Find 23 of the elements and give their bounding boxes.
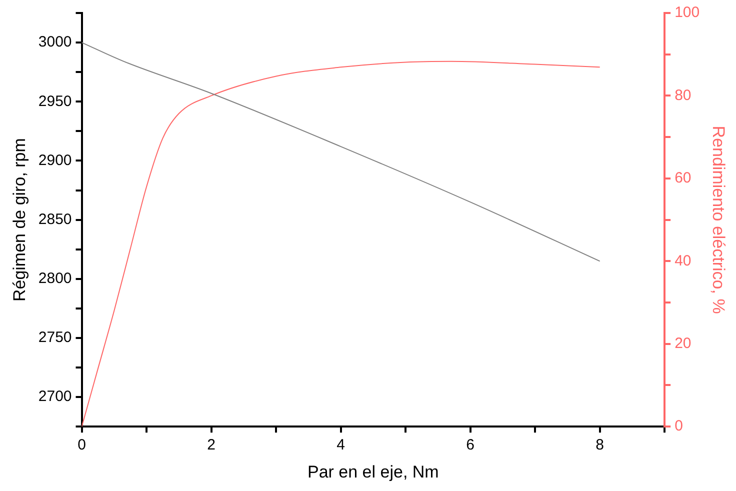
y2-tick-label: 60 (674, 170, 692, 187)
y-tick-label: 2850 (38, 210, 72, 228)
y-tick-label: 2700 (38, 388, 72, 406)
line-series (82, 42, 600, 262)
y-tick-label: 2900 (38, 152, 72, 169)
y2-tick-label: 40 (674, 252, 692, 270)
x-tick-label: 6 (466, 436, 474, 454)
y2-tick-label: 0 (674, 418, 683, 435)
y2-tick-label: 100 (674, 4, 700, 22)
y2-tick-label: 80 (674, 86, 692, 104)
x-tick-label: 2 (207, 436, 216, 454)
y-tick-label: 2750 (38, 329, 72, 346)
y-tick-label: 3000 (38, 34, 72, 51)
y2-axis-title: Rendimiento eléctrico, % (709, 126, 728, 314)
x-axis-title: Par en el eje, Nm (308, 462, 439, 482)
line-series (82, 60, 600, 427)
y-tick-label: 2800 (38, 270, 72, 288)
x-tick-label: 4 (336, 436, 345, 454)
y-tick-label: 2950 (38, 92, 72, 110)
y2-tick-label: 20 (674, 335, 692, 352)
y-axis-title: Régimen de giro, rpm (10, 138, 29, 302)
x-tick-label: 0 (78, 436, 86, 454)
x-tick-label: 8 (596, 436, 604, 454)
